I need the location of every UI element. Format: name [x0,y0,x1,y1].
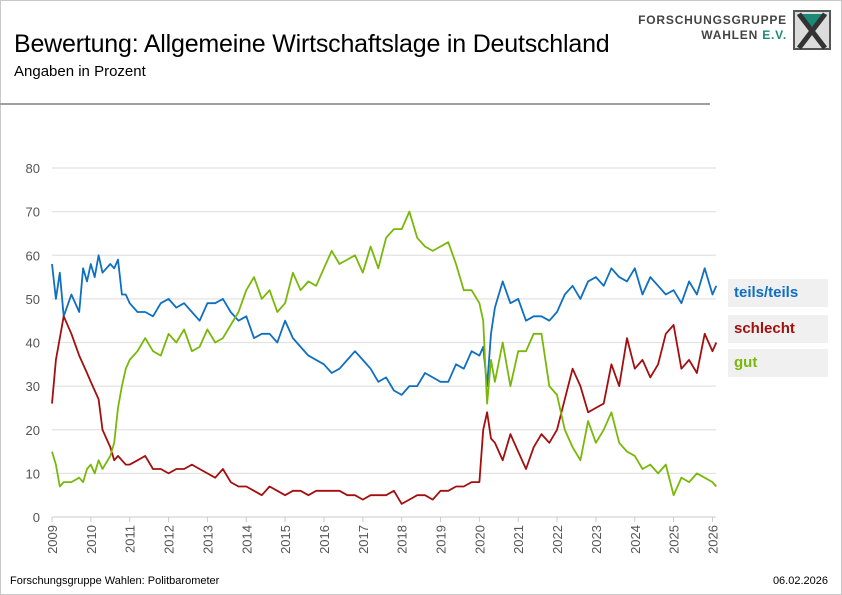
logo-text-line1: FORSCHUNGSGRUPPE [638,13,787,27]
x-tick-label: 2019 [434,525,449,554]
series-line-teils-teils [51,254,718,396]
y-axis-ticks: 0 10 20 30 40 50 60 70 80 [26,161,40,525]
y-tick-label: 40 [26,336,40,351]
header-divider [0,103,710,105]
series-line-schlecht [51,315,718,505]
y-tick-label: 80 [26,161,40,176]
y-tick-label: 30 [26,379,40,394]
x-tick-label: 2022 [550,525,565,554]
legend-item: teils/teils [728,279,828,307]
legend-item: gut [728,349,828,377]
grid-lines [52,167,716,518]
x-tick-label: 2025 [667,525,682,554]
x-tick-label: 2016 [317,525,332,554]
chart-title: Bewertung: Allgemeine Wirtschaftslage in… [14,30,610,58]
x-tick-label: 2010 [84,525,99,554]
x-tick-label: 2013 [200,525,215,554]
series-line-gut [51,210,717,497]
x-tick-label: 2017 [356,525,371,554]
chart-subtitle: Angaben in Prozent [14,63,146,80]
x-tick-label: 2012 [162,525,177,554]
logo-text-accent: E.V. [762,28,787,42]
x-tick-label: 2020 [472,525,487,554]
legend-item: schlecht [728,315,828,343]
y-tick-label: 70 [26,205,40,220]
x-tick-label: 2023 [589,525,604,554]
y-tick-label: 20 [26,423,40,438]
x-tick-label: 2024 [628,525,643,554]
date-stamp: 06.02.2026 [772,575,828,587]
series-lines [51,210,718,505]
logo: FORSCHUNGSGRUPPE WAHLEN E.V. [638,10,835,50]
y-tick-label: 0 [33,510,40,525]
y-tick-label: 60 [26,248,40,263]
x-tick-label: 2009 [45,525,60,554]
source-note: Forschungsgruppe Wahlen: Politbarometer [10,575,220,587]
y-tick-label: 50 [26,292,40,307]
x-tick-label: 2026 [705,525,720,554]
logo-x-icon [793,10,831,50]
x-tick-label: 2014 [239,525,254,554]
x-tick-label: 2011 [123,525,138,553]
x-tick-label: 2015 [278,525,293,554]
x-tick-label: 2021 [511,525,526,554]
x-axis: 2009 2010 2011 2012 2013 2014 2015 2016 2017 2018… [45,516,720,554]
x-tick-label: 2018 [395,525,410,554]
logo-text-line2: WAHLEN E.V. [701,28,787,42]
logo-text-main: WAHLEN [701,28,759,42]
y-tick-label: 10 [26,466,40,481]
